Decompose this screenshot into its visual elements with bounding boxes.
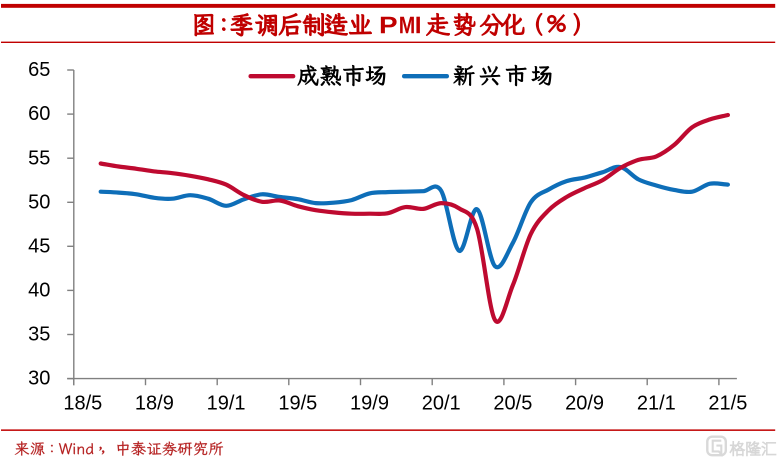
svg-text:45: 45 — [28, 235, 50, 257]
svg-text:35: 35 — [28, 324, 50, 346]
svg-text:18/5: 18/5 — [63, 393, 102, 415]
svg-text:20/1: 20/1 — [422, 393, 461, 415]
svg-text:19/5: 19/5 — [278, 393, 317, 415]
svg-text:65: 65 — [28, 59, 50, 81]
svg-text:60: 60 — [28, 103, 50, 125]
svg-text:20/5: 20/5 — [493, 393, 532, 415]
svg-text:21/1: 21/1 — [637, 393, 676, 415]
svg-text:20/9: 20/9 — [565, 393, 604, 415]
svg-text:55: 55 — [28, 147, 50, 169]
svg-text:19/1: 19/1 — [207, 393, 246, 415]
svg-text:18/9: 18/9 — [135, 393, 174, 415]
svg-text:30: 30 — [28, 368, 50, 390]
svg-text:40: 40 — [28, 280, 50, 302]
svg-text:50: 50 — [28, 191, 50, 213]
svg-text:19/9: 19/9 — [350, 393, 389, 415]
svg-text:21/5: 21/5 — [708, 393, 747, 415]
